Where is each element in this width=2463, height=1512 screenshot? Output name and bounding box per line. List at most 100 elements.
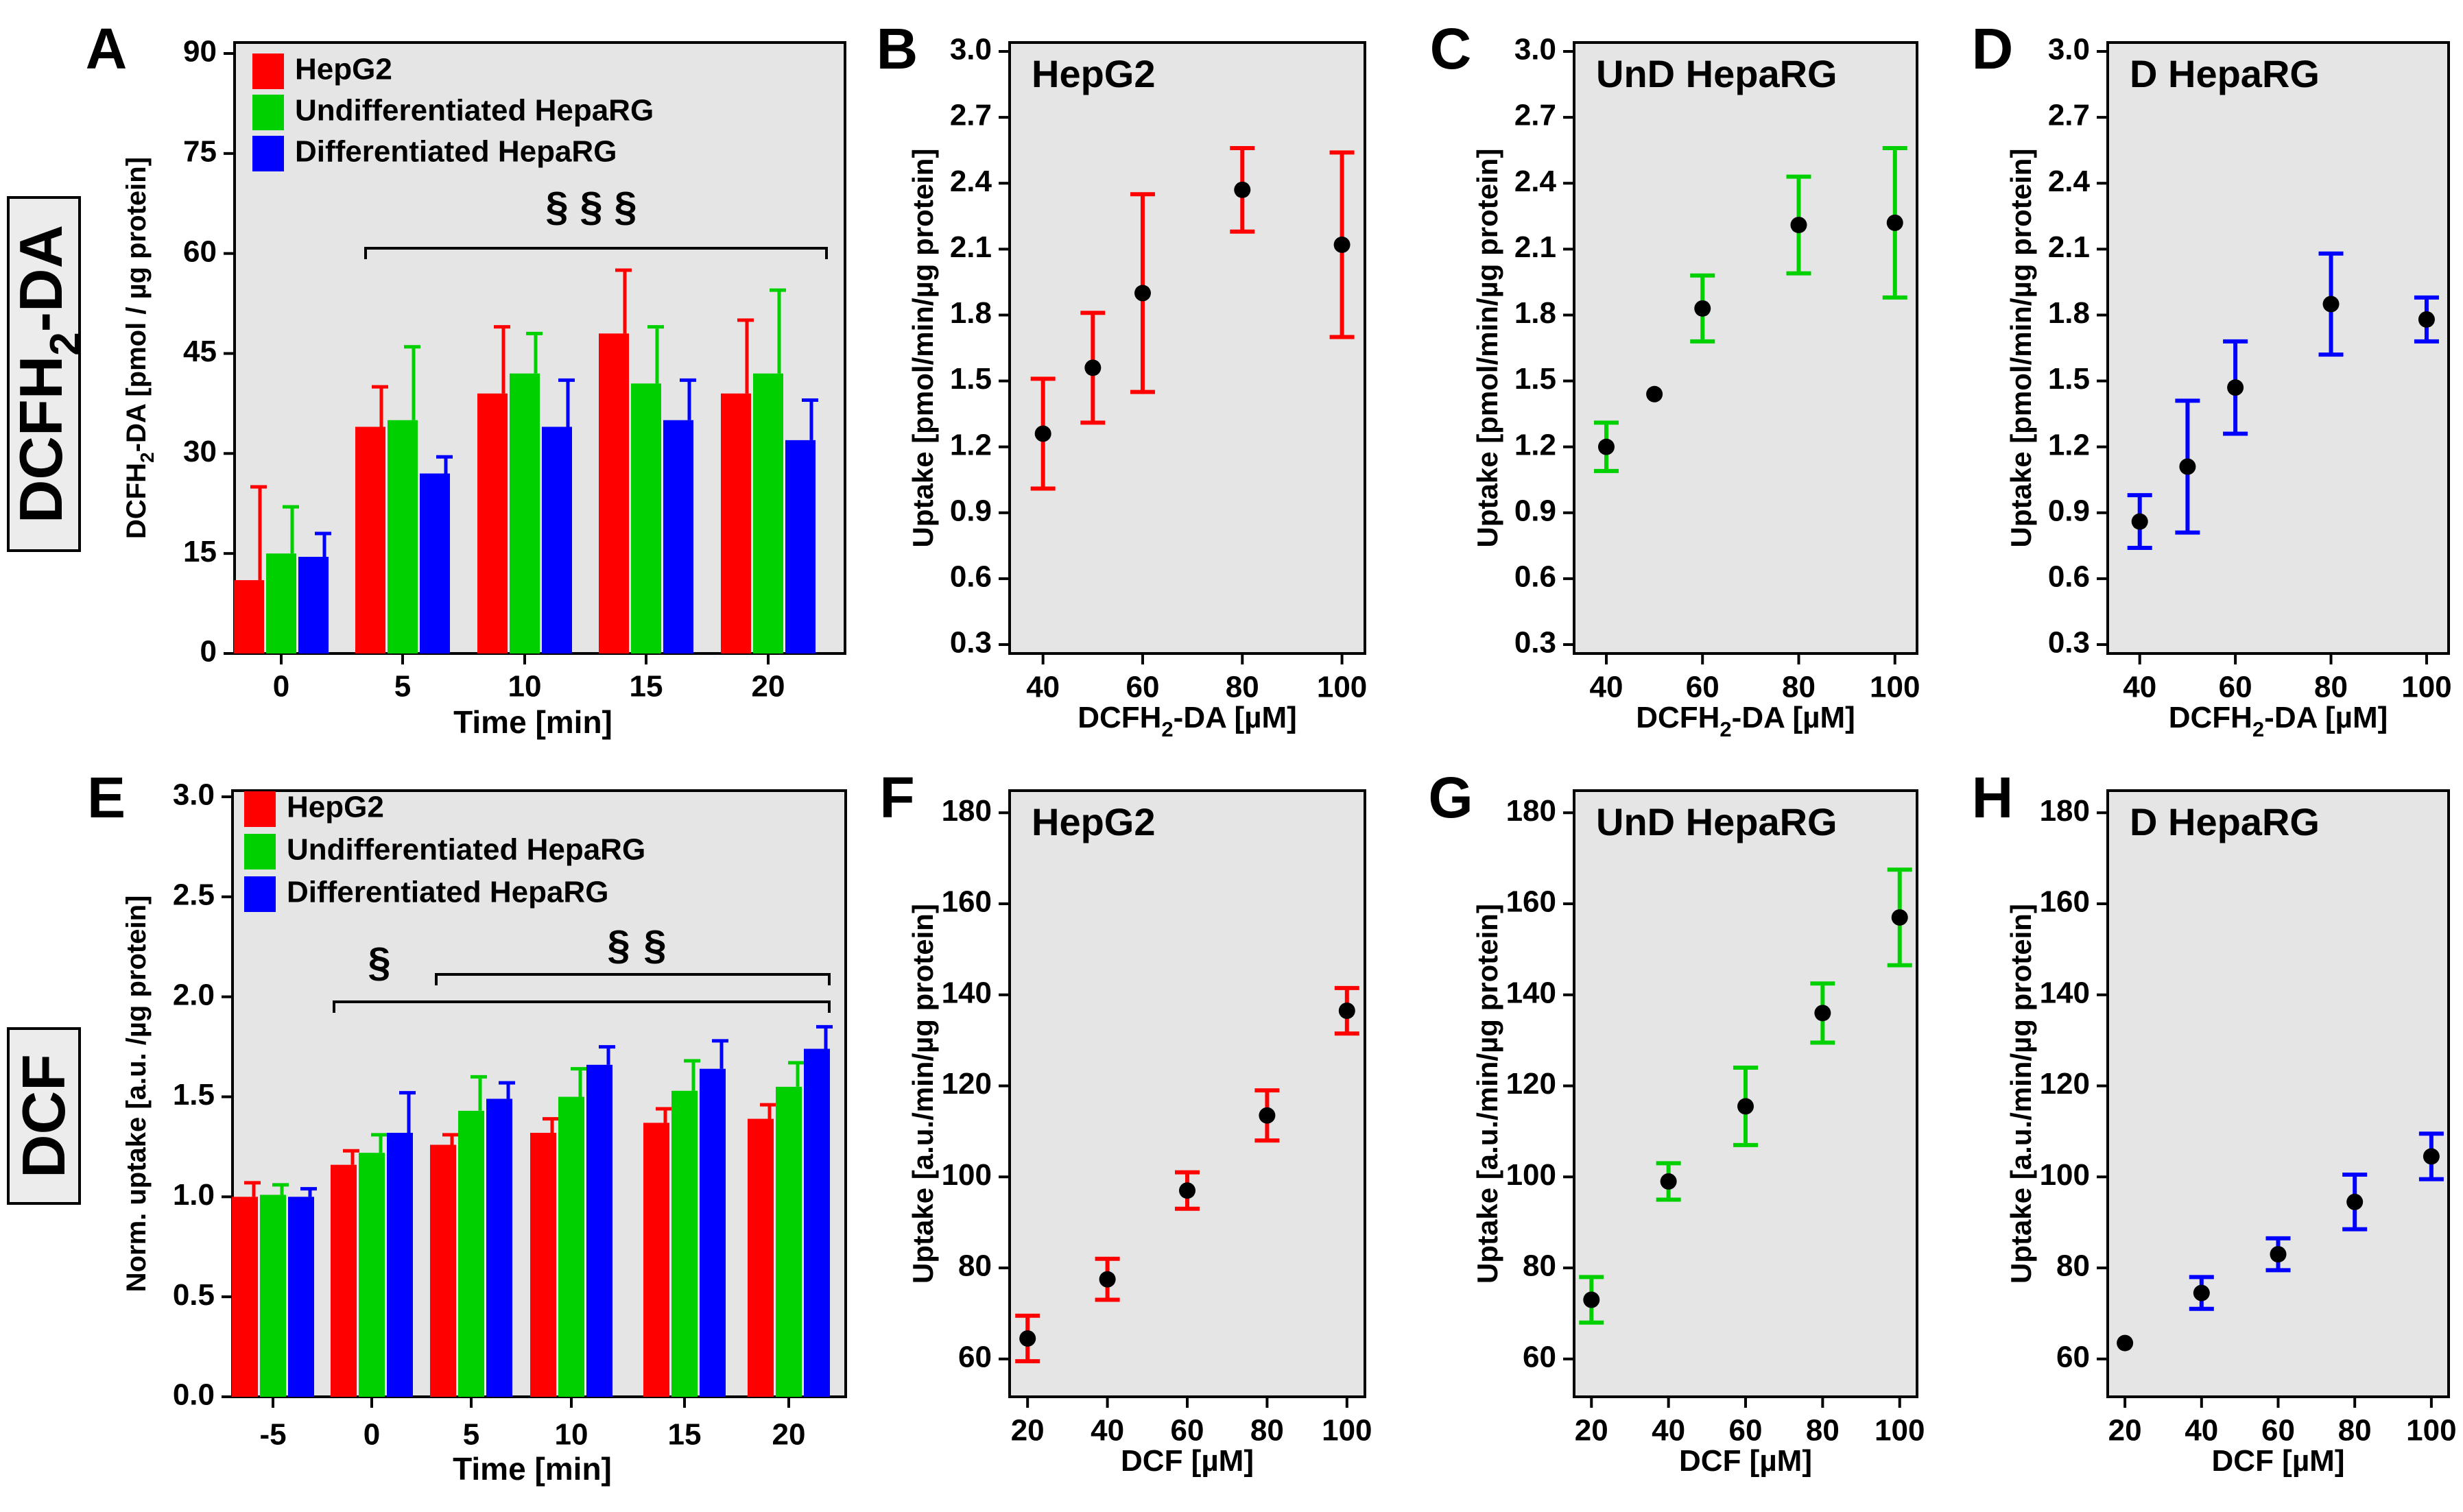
y-tick-label: 0.5: [173, 1278, 215, 1312]
panel-f-frame: [1008, 789, 1366, 1398]
x-tick-label: 40: [1590, 671, 1623, 704]
y-tick-label: 160: [2040, 885, 2090, 919]
bar-a-2-1: [510, 373, 540, 653]
y-axis-label: Uptake [pmol/min/µg protein]: [907, 149, 939, 548]
legend-label: HepG2: [295, 53, 392, 86]
y-tick-label: 3.0: [173, 778, 215, 812]
bar-e-5-1: [776, 1086, 802, 1397]
panel-c-frame: [1573, 41, 1918, 655]
y-tick-label: 80: [2056, 1249, 2090, 1283]
x-tick-label: 100: [1875, 1414, 1925, 1448]
panel-title-g: UnD HepaRG: [1596, 800, 1837, 843]
data-point: [2346, 1193, 2364, 1210]
bar-e-0-1: [260, 1195, 286, 1397]
panel-letter-b: B: [877, 16, 918, 81]
legend-swatch: [244, 791, 276, 827]
data-point: [1660, 1173, 1677, 1190]
bar-a-2-0: [477, 393, 508, 653]
y-tick-label: 1.8: [2048, 296, 2090, 330]
y-tick-label: 45: [183, 335, 217, 368]
data-point: [1099, 1271, 1116, 1288]
y-tick-label: 1.2: [1514, 428, 1556, 461]
bar-a-4-0: [721, 393, 751, 653]
y-tick-label: 120: [2040, 1067, 2090, 1101]
y-tick-label: 15: [183, 535, 217, 568]
y-tick-label: 0.6: [950, 560, 992, 594]
bar-a-3-2: [663, 420, 693, 653]
data-point: [1790, 217, 1807, 234]
data-point: [1034, 425, 1051, 442]
significance-marker: §: [607, 922, 630, 968]
x-tick-label: 60: [1729, 1414, 1763, 1448]
legend-label: Differentiated HepaRG: [295, 135, 617, 169]
x-tick-label: 10: [508, 670, 542, 704]
bar-a-1-0: [355, 427, 385, 653]
y-tick-label: 1.8: [1514, 296, 1556, 330]
bar-e-1-0: [331, 1164, 357, 1397]
x-tick-label: 100: [1317, 671, 1367, 704]
y-tick-label: 2.7: [2048, 99, 2090, 132]
panel-b-frame: [1008, 41, 1366, 655]
x-tick-label: 60: [2219, 671, 2252, 704]
data-point: [1134, 285, 1151, 302]
data-point: [2423, 1148, 2440, 1165]
legend-swatch: [252, 53, 284, 89]
y-tick-label: 0.9: [950, 494, 992, 527]
bar-a-3-1: [631, 383, 661, 653]
data-point: [1019, 1330, 1036, 1347]
y-axis-label: DCFH2-DA [pmol / µg protein]: [121, 157, 158, 539]
data-point: [1886, 214, 1903, 231]
x-tick-label: 80: [1782, 671, 1816, 704]
row-label-bottom: DCF: [10, 1054, 78, 1178]
significance-marker: §: [643, 922, 666, 968]
x-tick-label: 60: [1171, 1414, 1204, 1448]
y-tick-label: 30: [183, 435, 217, 468]
legend-swatch: [244, 834, 276, 869]
bar-e-1-2: [387, 1133, 413, 1397]
y-axis-label: Uptake [a.u./min/µg protein]: [907, 904, 939, 1284]
x-tick-label: 0: [273, 670, 289, 704]
data-point: [1084, 359, 1102, 376]
bar-a-1-1: [388, 420, 418, 653]
bar-a-2-2: [542, 427, 572, 653]
y-tick-label: 60: [2056, 1340, 2090, 1373]
y-axis-label: Norm. uptake [a.u. /µg protein]: [121, 896, 152, 1293]
bar-e-3-1: [558, 1096, 584, 1397]
data-point: [1234, 181, 1251, 198]
x-tick-label: 80: [1226, 671, 1259, 704]
x-axis-label: DCFH2-DA [µM]: [2169, 701, 2388, 741]
panel-title-b: HepG2: [1032, 52, 1156, 95]
data-point: [1259, 1107, 1276, 1124]
panel-letter-a: A: [86, 16, 128, 81]
y-tick-label: 0.9: [2048, 494, 2090, 527]
bar-e-0-0: [232, 1197, 258, 1397]
x-axis-label: DCFH2-DA [µM]: [1078, 701, 1297, 741]
x-axis-label: DCFH2-DA [µM]: [1636, 701, 1855, 741]
y-tick-label: 1.0: [173, 1178, 215, 1212]
data-point: [1179, 1182, 1195, 1199]
significance-marker: §: [368, 939, 390, 985]
x-tick-label: 20: [2108, 1414, 2142, 1448]
legend-label: Undifferentiated HepaRG: [287, 833, 645, 867]
bar-e-2-2: [486, 1099, 512, 1397]
y-axis-label: Uptake [a.u./min/µg protein]: [1471, 904, 1503, 1284]
y-tick-label: 75: [183, 134, 217, 168]
x-tick-label: 100: [1322, 1414, 1372, 1448]
y-tick-label: 1.5: [173, 1078, 215, 1112]
bar-a-0-0: [234, 580, 264, 653]
legend-label: Undifferentiated HepaRG: [295, 94, 654, 128]
panel-title-c: UnD HepaRG: [1596, 52, 1837, 95]
x-tick-label: 15: [668, 1418, 702, 1452]
x-tick-label: 10: [555, 1418, 588, 1452]
y-tick-label: 160: [1506, 885, 1556, 919]
y-tick-label: 120: [1506, 1067, 1556, 1101]
y-tick-label: 3.0: [950, 33, 992, 67]
significance-marker: §: [614, 184, 636, 230]
x-tick-label: 40: [1091, 1414, 1124, 1448]
row-label-bottom-box: [7, 1027, 81, 1205]
x-tick-label: 5: [394, 670, 411, 704]
bar-a-4-2: [785, 440, 816, 653]
data-point: [1333, 236, 1351, 253]
y-tick-label: 60: [1523, 1340, 1556, 1373]
